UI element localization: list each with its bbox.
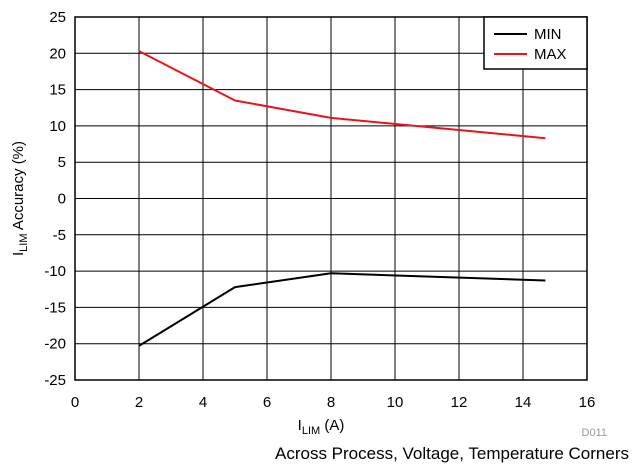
plot-frame (74, 16, 588, 381)
y-tick-label: 0 (58, 191, 66, 208)
x-axis-title-main: I (298, 417, 302, 434)
x-tick-label: 16 (579, 394, 596, 411)
y-tick-label: 25 (49, 9, 66, 26)
y-tick-label: -15 (44, 299, 66, 316)
y-axis-title: ILIM Accuracy (%) (10, 141, 30, 256)
grid-lines (74, 16, 588, 381)
x-tick-label: 2 (135, 394, 143, 411)
legend-box (483, 16, 588, 70)
y-tick-label: 5 (58, 154, 66, 171)
legend-label-max: MAX (534, 46, 567, 63)
y-axis-title-main: I (10, 252, 27, 256)
legend: MIN MAX (483, 16, 588, 70)
x-tick-labels: 0 2 4 6 8 10 12 14 16 (71, 394, 596, 411)
x-axis-title-subscript: LIM (302, 425, 320, 437)
y-tick-labels: 25 20 15 10 5 0 -5 -10 -15 -20 -25 (44, 9, 66, 389)
x-tick-label: 8 (327, 394, 335, 411)
y-axis-title-unit: Accuracy (%) (10, 141, 27, 234)
series-line-max (138, 50, 546, 140)
figure-code: D011 (582, 427, 607, 439)
y-tick-label: 20 (49, 45, 66, 62)
legend-label-min: MIN (534, 26, 562, 43)
y-tick-label: 15 (49, 82, 66, 99)
x-tick-label: 10 (387, 394, 404, 411)
y-tick-label: 10 (49, 118, 66, 135)
x-tick-label: 4 (199, 394, 207, 411)
y-tick-label: -20 (44, 336, 66, 353)
x-tick-label: 14 (515, 394, 532, 411)
x-axis-title-unit: (A) (320, 417, 344, 434)
chart-caption: Across Process, Voltage, Temperature Cor… (274, 444, 629, 463)
y-tick-label: -5 (53, 227, 66, 244)
y-tick-label: -10 (44, 263, 66, 280)
line-chart: 0 2 4 6 8 10 12 14 16 25 20 15 10 5 0 -5 -10 -15 -20 -25 I… (10, 9, 607, 439)
y-tick-label: -25 (44, 372, 66, 389)
x-tick-label: 12 (451, 394, 468, 411)
series-lines (138, 50, 546, 347)
x-axis-title: ILIM (A) (298, 417, 345, 437)
series-line-min (138, 272, 546, 347)
x-tick-label: 0 (71, 394, 79, 411)
y-axis-title-subscript: LIM (18, 234, 30, 252)
x-tick-label: 6 (263, 394, 271, 411)
